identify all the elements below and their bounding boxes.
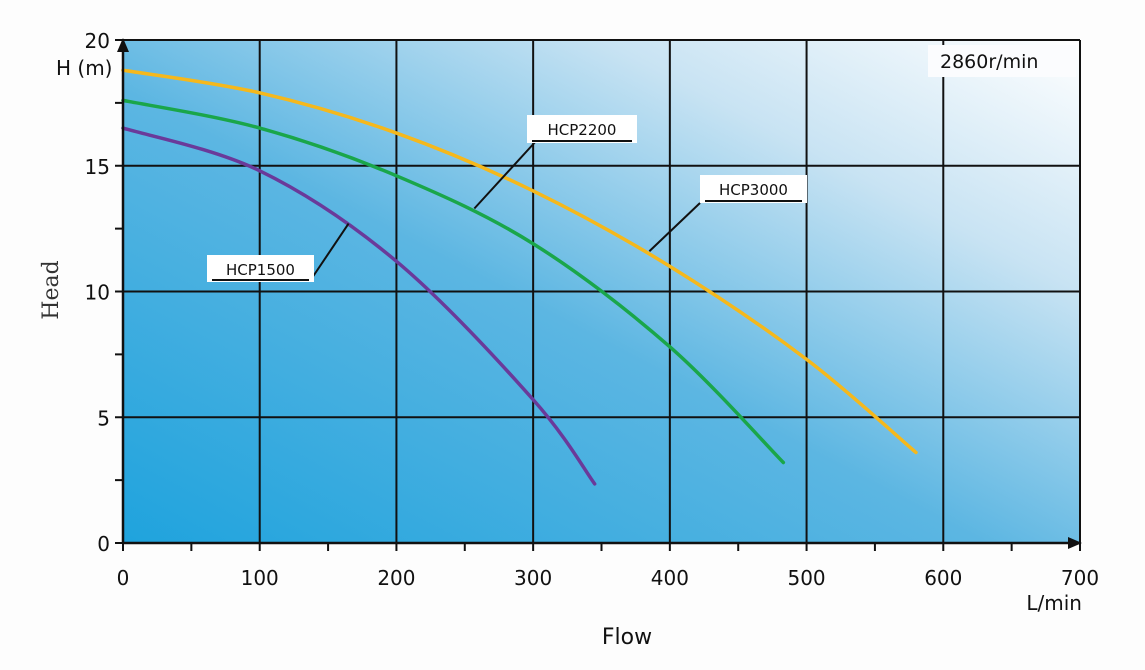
x-tick-label: 600 [924, 566, 962, 590]
x-tick-label: 200 [377, 566, 415, 590]
y-axis-title: Head [39, 260, 64, 319]
tick-labels: 0 100 200 300 400 500 600 700 0 5 10 15 20 [85, 29, 1100, 590]
series-line-hcp3000 [121, 68, 918, 455]
y-tick-label: 0 [97, 532, 110, 556]
series-label-hcp2200: HCP2200 [548, 121, 617, 139]
y-tick-label: 10 [85, 281, 110, 305]
x-axis-title: Flow [602, 625, 652, 650]
y-tick-label: 20 [85, 29, 110, 53]
y-tick-label: 15 [85, 155, 110, 179]
speed-label: 2860r/min [940, 51, 1038, 73]
callouts: HCP3000 HCP2200 HCP1500 [207, 115, 807, 282]
axes [115, 38, 1082, 551]
callout-box [700, 175, 807, 203]
y-axis-arrow [117, 38, 129, 52]
curves [121, 68, 918, 486]
x-unit-label: L/min [1026, 591, 1082, 615]
x-tick-label: 500 [787, 566, 825, 590]
y-tick-label: 5 [97, 406, 110, 430]
x-axis-arrow [1068, 537, 1082, 549]
series-label-hcp3000: HCP3000 [719, 181, 788, 199]
series-line-hcp2200 [121, 98, 786, 465]
x-tick-label: 400 [651, 566, 689, 590]
x-tick-label: 700 [1061, 566, 1099, 590]
speed-label-box [928, 45, 1076, 77]
x-tick-label: 300 [514, 566, 552, 590]
callout-box [527, 115, 637, 143]
y-unit-label: H (m) [56, 56, 112, 80]
x-tick-label: 0 [117, 566, 130, 590]
x-tick-label: 100 [241, 566, 279, 590]
series-label-hcp1500: HCP1500 [226, 261, 295, 279]
series-line-hcp1500 [121, 126, 597, 486]
callout-leader [311, 223, 350, 279]
callout-leader [473, 139, 538, 210]
callout-leader [648, 202, 701, 252]
callout-box [207, 255, 314, 282]
